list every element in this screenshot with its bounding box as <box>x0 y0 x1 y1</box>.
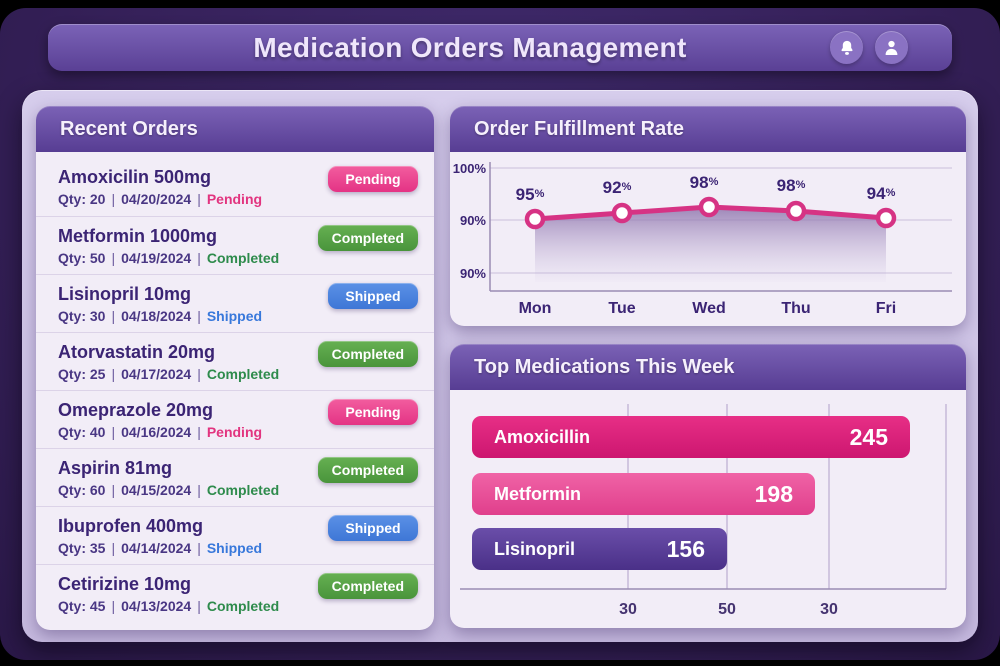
order-name: Metformin 1000mg <box>58 226 218 246</box>
data-point-mon <box>524 208 546 230</box>
order-row-lisinopril[interactable]: Lisinopril 10mg Qty: 30 | 04/18/2024 | Shipp… <box>36 274 434 332</box>
order-row-atorvastatin[interactable]: Atorvastatin 20mg Qty: 25 | 04/17/2024 | Com… <box>36 332 434 390</box>
bar-lisinopril <box>472 528 727 570</box>
order-row-cetirizine[interactable]: Cetirizine 10mg Qty: 45 | 04/13/2024 | Compl… <box>36 564 434 622</box>
x-tick: 50 <box>718 601 736 618</box>
top-medications-title: Top Medications This Week <box>474 355 735 378</box>
order-name: Amoxicilin 500mg <box>58 167 212 187</box>
bell-icon <box>840 40 853 55</box>
recent-orders-header: Recent Orders <box>36 106 434 152</box>
order-row-amoxicilin[interactable]: Amoxicilin 500mg Qty: 20 | 04/20/2024 | Pend… <box>36 158 434 216</box>
order-name: Ibuprofen 400mg <box>58 516 204 536</box>
orders-list: Amoxicilin 500mg Qty: 20 | 04/20/2024 | Pend… <box>36 152 434 622</box>
order-status-text: Pending <box>206 191 263 207</box>
fulfillment-rate-header: Order Fulfillment Rate <box>450 106 966 152</box>
order-status-text: Completed <box>206 250 280 266</box>
user-icon <box>885 40 898 56</box>
status-badge: Completed <box>317 573 418 599</box>
x-tick: 30 <box>820 601 838 618</box>
recent-orders-title: Recent Orders <box>60 117 198 140</box>
user-profile-button[interactable] <box>875 31 908 64</box>
bar-amoxicillin <box>472 416 910 458</box>
x-tick-thu: Thu <box>781 300 810 317</box>
dashboard-surface: Recent Orders Amoxicilin 500mg Qty: 20 | 0… <box>22 90 978 642</box>
order-meta: Qty: 50 | 04/19/2024 | Completed <box>58 250 280 266</box>
order-meta: Qty: 30 | 04/18/2024 | Shipped <box>58 308 263 324</box>
order-name: Atorvastatin 20mg <box>58 342 216 362</box>
status-badge: Completed <box>317 341 418 367</box>
order-status-text: Completed <box>206 366 280 382</box>
bar-value: 198 <box>755 481 794 507</box>
top-medications-bar-chart: Amoxicillin Metformin Lisinopril 245 198… <box>450 390 966 633</box>
order-name: Omeprazole 20mg <box>58 400 214 420</box>
data-point-wed <box>698 196 720 218</box>
fulfillment-line-chart: 100% 90% 90% 95% 92% 98% 98% <box>450 152 966 331</box>
order-status-text: Shipped <box>206 540 263 556</box>
x-tick-wed: Wed <box>692 300 725 317</box>
status-badge: Completed <box>317 457 418 483</box>
area-fill <box>535 207 886 282</box>
status-badge: Pending <box>328 399 418 425</box>
order-row-ibuprofen[interactable]: Ibuprofen 400mg Qty: 35 | 04/14/2024 | Shipp… <box>36 506 434 564</box>
order-name: Cetirizine 10mg <box>58 574 192 594</box>
recent-orders-panel: Recent Orders Amoxicilin 500mg Qty: 20 | 0… <box>36 106 434 630</box>
x-tick-mon: Mon <box>519 300 552 317</box>
bar-label: Lisinopril <box>494 539 575 559</box>
point-label: 95% <box>516 185 545 204</box>
app-header: Medication Orders Management <box>48 24 952 71</box>
x-tick: 30 <box>619 601 637 618</box>
order-meta: Qty: 45 | 04/13/2024 | Completed <box>58 598 280 614</box>
fulfillment-rate-title: Order Fulfillment Rate <box>474 117 685 140</box>
order-status-text: Pending <box>206 424 263 440</box>
order-row-metformin[interactable]: Metformin 1000mg Qty: 50 | 04/19/2024 | Comp… <box>36 216 434 274</box>
x-tick-tue: Tue <box>608 300 635 317</box>
order-status-text: Completed <box>206 482 280 498</box>
data-point-fri <box>875 207 897 229</box>
point-label: 98% <box>690 173 719 192</box>
order-status-text: Shipped <box>206 308 263 324</box>
x-tick-fri: Fri <box>876 300 896 317</box>
order-row-omeprazole[interactable]: Omeprazole 20mg Qty: 40 | 04/16/2024 | Pendi… <box>36 390 434 448</box>
page-title: Medication Orders Management <box>253 31 687 63</box>
point-label: 92% <box>603 178 632 197</box>
top-medications-panel: Top Medications This Week <box>450 344 966 628</box>
fulfillment-rate-panel: Order Fulfillment Rate <box>450 106 966 326</box>
bar-value: 245 <box>850 424 889 450</box>
order-status-text: Completed <box>206 598 280 614</box>
notifications-button[interactable] <box>830 31 863 64</box>
data-point-tue <box>611 202 633 224</box>
bar-label: Amoxicillin <box>494 427 590 447</box>
status-badge: Shipped <box>328 283 418 309</box>
order-name: Aspirin 81mg <box>58 458 173 478</box>
y-tick: 90% <box>460 213 486 228</box>
point-label: 94% <box>867 184 896 203</box>
order-meta: Qty: 60 | 04/15/2024 | Completed <box>58 482 280 498</box>
status-badge: Pending <box>328 166 418 192</box>
y-tick: 100% <box>453 161 487 176</box>
order-name: Lisinopril 10mg <box>58 284 192 304</box>
order-meta: Qty: 40 | 04/16/2024 | Pending <box>58 424 263 440</box>
top-medications-header: Top Medications This Week <box>450 344 966 390</box>
app-screen: Medication Orders Management Recent Orde… <box>0 8 1000 660</box>
status-badge: Completed <box>317 225 418 251</box>
data-point-thu <box>785 200 807 222</box>
bar-metformin <box>472 473 815 515</box>
y-tick: 90% <box>460 266 486 281</box>
status-badge: Shipped <box>328 515 418 541</box>
order-row-aspirin[interactable]: Aspirin 81mg Qty: 60 | 04/15/2024 | Complete… <box>36 448 434 506</box>
order-meta: Qty: 25 | 04/17/2024 | Completed <box>58 366 280 382</box>
order-meta: Qty: 20 | 04/20/2024 | Pending <box>58 191 263 207</box>
bar-label: Metformin <box>494 484 581 504</box>
point-label: 98% <box>777 176 806 195</box>
bar-value: 156 <box>667 536 705 562</box>
order-meta: Qty: 35 | 04/14/2024 | Shipped <box>58 540 263 556</box>
